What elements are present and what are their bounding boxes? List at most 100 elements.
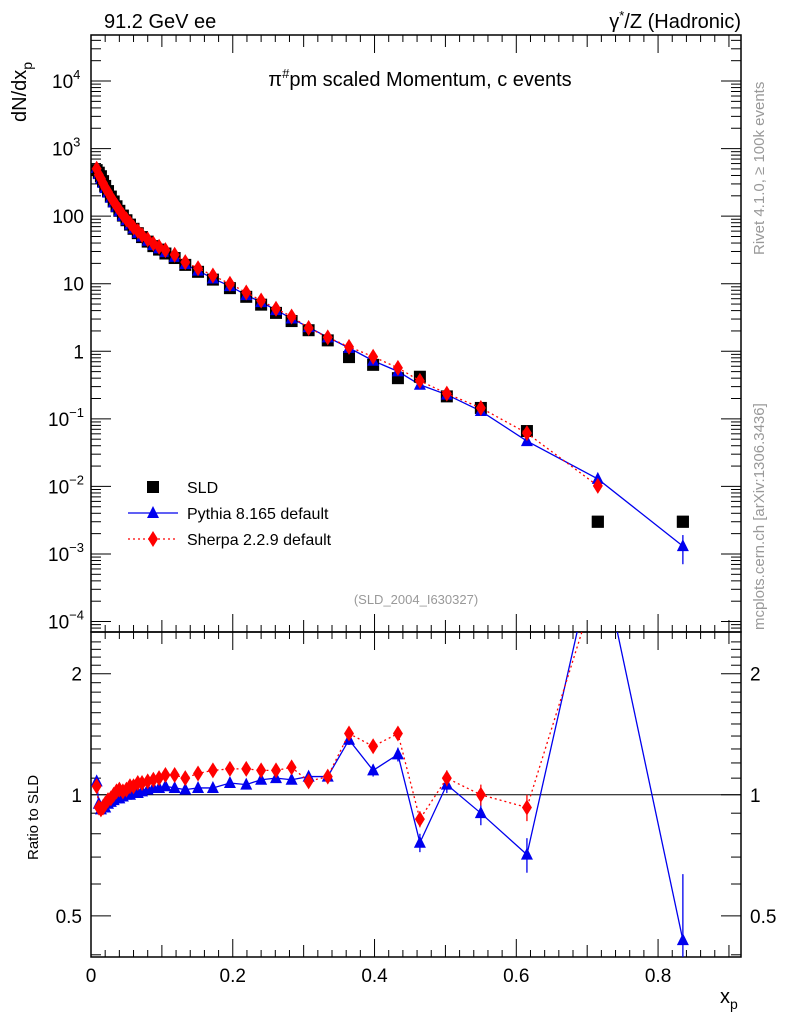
pythia-ratio-point [159, 779, 172, 792]
sherpa-ratio-point [224, 760, 235, 777]
ratio-y-tick-label: 1 [750, 786, 761, 807]
pythia-ratio-point [255, 772, 268, 785]
ratio-y-tick-label: 2 [750, 665, 761, 686]
sherpa-ratio-point [521, 799, 532, 816]
sherpa-point [286, 308, 297, 325]
sherpa-point [193, 260, 204, 277]
legend-sld-marker [147, 481, 159, 493]
legend-sherpa-marker [148, 531, 158, 547]
main-plot: 104 103 100 10 1 10−1 10−2 10−3 10−4 [48, 34, 742, 957]
y-tick-label: 10−4 [48, 608, 84, 634]
legend-label: Sherpa 2.2.9 default [187, 532, 332, 549]
sherpa-ratio-point [256, 762, 267, 779]
x-tick-label: 0.8 [645, 966, 671, 987]
sherpa-ratio-point [169, 766, 180, 783]
ratio-plot: 0 0.2 0.4 0.6 0.8 2 2 1 1 0.5 0.5 [56, 533, 776, 987]
x-tick-label: 0.2 [220, 966, 246, 987]
sherpa-point [224, 275, 235, 292]
sherpa-ratio-point [271, 762, 282, 779]
pythia-line [96, 167, 684, 547]
pythia-ratio-point [206, 780, 219, 793]
pythia-ratio-point [391, 747, 404, 760]
x-tick-label: 0.4 [361, 966, 388, 987]
ratio-marks [91, 533, 689, 957]
sherpa-point [169, 246, 180, 263]
sherpa-point [521, 425, 532, 442]
sherpa-ratio-point [207, 762, 218, 779]
ratio-y-label: Ratio to SLD [25, 775, 42, 860]
y-tick-label: 10−3 [48, 540, 84, 566]
pythia-ratio-point [520, 847, 533, 860]
sherpa-point [592, 477, 603, 494]
sherpa-point [441, 385, 452, 402]
sherpa-ratio-point [392, 725, 403, 742]
sherpa-ratio-point [180, 770, 191, 787]
sherpa-ratio-line [96, 632, 583, 821]
sherpa-ratio-point [475, 786, 486, 803]
pythia-ratio-point [168, 780, 181, 793]
pythia-ratio-point [592, 533, 604, 545]
sherpa-ratio-point [91, 778, 102, 795]
legend-label: SLD [187, 480, 218, 497]
ratio-y-tick-label: 1 [71, 786, 82, 807]
x-axis-label: xp [720, 986, 738, 1012]
y-tick-label: 10−2 [48, 472, 84, 498]
pythia-ratio-point [367, 763, 380, 776]
sherpa-ratio-point [593, 573, 603, 589]
legend-pythia-marker [147, 506, 159, 518]
sherpa-point [256, 292, 267, 309]
pythia-ratio-point [676, 933, 689, 946]
plot-title: π#pm scaled Momentum, c events [268, 66, 571, 91]
mcplots-label: mcplots.cern.ch [arXiv:1306.3436] [751, 403, 768, 630]
analysis-label: (SLD_2004_I630327) [354, 592, 478, 607]
pythia-ratio-point [285, 772, 298, 785]
sherpa-point [180, 254, 191, 271]
sherpa-point [392, 359, 403, 376]
pythia-ratio-point [192, 780, 205, 793]
ratio-y-tick-label: 0.5 [750, 907, 776, 928]
sherpa-point [344, 338, 355, 355]
pythia-ratio-point [474, 806, 487, 819]
y-tick-label: 103 [52, 135, 80, 161]
pythia-ratio-point [223, 775, 236, 788]
sld-point [343, 351, 356, 364]
x-tick-label: 0 [86, 966, 97, 987]
sherpa-ratio-point [241, 760, 252, 777]
y-tick-label: 104 [52, 67, 80, 93]
legend-label: Pythia 8.165 default [187, 506, 329, 523]
sherpa-point [241, 284, 252, 301]
header-right: γ*/Z (Hadronic) [609, 8, 741, 33]
x-tick-label: 0.6 [503, 966, 529, 987]
sherpa-point [414, 372, 425, 389]
y-tick-label: 1 [73, 342, 84, 363]
y-axis-label: dN/dxp [9, 62, 35, 122]
legend: SLD Pythia 8.165 default Sherpa 2.2.9 defa… [128, 480, 332, 549]
sherpa-point [303, 319, 314, 336]
sherpa-ratio-point [441, 770, 452, 787]
sherpa-point [368, 348, 379, 365]
sherpa-point [207, 267, 218, 284]
pythia-ratio-point [240, 777, 253, 790]
sherpa-ratio-point [344, 725, 355, 742]
y-tick-label: 100 [52, 207, 84, 228]
pythia-ratio-point [179, 782, 192, 795]
sherpa-ratio-point [193, 765, 204, 782]
sherpa-ratio-point [368, 738, 379, 755]
sherpa-ratio-point [414, 811, 425, 828]
sherpa-point [160, 242, 171, 259]
ratio-y-tick-label: 0.5 [56, 907, 82, 928]
y-tick-label: 10−1 [48, 405, 84, 431]
y-tick-label: 10 [63, 275, 84, 296]
sld-point [676, 515, 689, 528]
pythia-point [676, 539, 689, 552]
sherpa-point [475, 399, 486, 416]
pythia-ratio-point [413, 835, 426, 848]
sherpa-ratio-point [303, 773, 314, 790]
sherpa-point [271, 300, 282, 317]
sherpa-ratio-point [322, 768, 333, 785]
rivet-label: Rivet 4.1.0, ≥ 100k events [751, 82, 768, 255]
main-marks [91, 160, 689, 565]
sherpa-ratio-point [160, 766, 171, 783]
sld-point [591, 515, 604, 528]
